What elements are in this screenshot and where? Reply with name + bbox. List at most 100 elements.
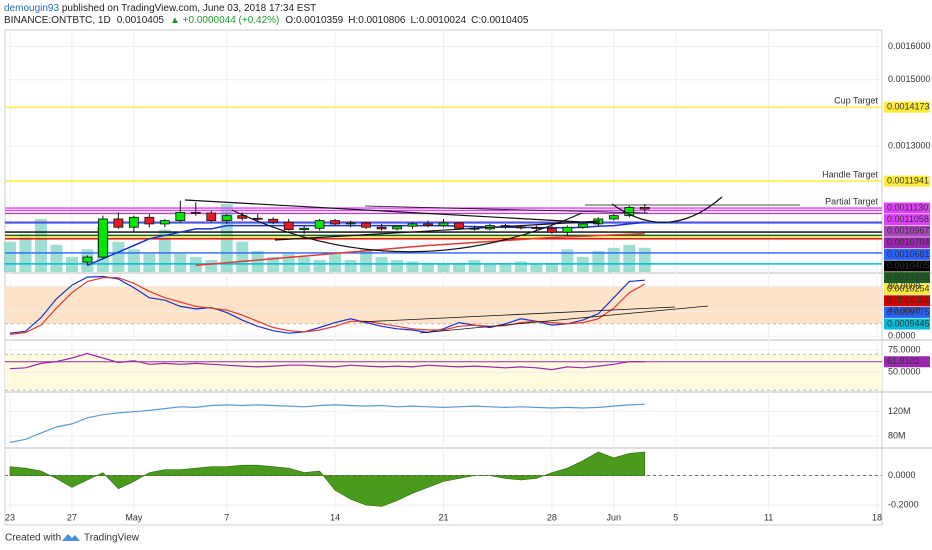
candle-body — [190, 211, 201, 214]
price-label-box — [884, 101, 930, 113]
stoch-trend-line — [419, 305, 709, 334]
candle-body — [206, 212, 217, 222]
candle-body — [546, 227, 557, 233]
footer-created: Created with — [5, 533, 61, 544]
x-tick-label: Jun — [607, 512, 622, 522]
x-tick-label: 7 — [224, 512, 229, 522]
volume-bar — [422, 262, 435, 272]
candle-body — [376, 226, 387, 230]
candle-body — [268, 218, 279, 223]
volume-bar — [236, 241, 249, 272]
x-tick-label: 11 — [764, 512, 773, 522]
price-label: 0.0014173 — [887, 102, 930, 112]
price-label: 0.0011130 — [887, 202, 928, 212]
candle-body — [330, 220, 341, 225]
price-label-box — [884, 272, 930, 284]
volume-bar — [561, 249, 574, 272]
user[interactable]: demougin93 — [4, 3, 59, 14]
candle-body — [144, 216, 155, 225]
y-tick-label: 120M — [888, 406, 911, 416]
candle-body — [113, 218, 124, 228]
price-label: 0.0011941 — [887, 176, 929, 186]
candle-body — [577, 223, 588, 228]
price-label: 0.0010967 — [887, 226, 930, 236]
ohlc-open: O:0.0010359 — [285, 15, 343, 26]
volume-bar — [344, 259, 357, 272]
volume-bar — [468, 259, 481, 272]
y-tick-label: 40.0000 — [888, 306, 921, 316]
level-name: Cup Target — [834, 96, 878, 106]
candle-body — [159, 220, 170, 225]
x-tick-label: 27 — [67, 512, 77, 522]
candle-body — [345, 222, 356, 225]
price-label-box — [884, 248, 930, 260]
candle-body — [454, 222, 464, 229]
symbol: BINANCE:ONTBTC, 1D — [4, 15, 111, 26]
y-tick-label: 50.0000 — [888, 367, 921, 377]
candle-body — [175, 211, 186, 222]
volume-bar — [205, 259, 218, 272]
volume-bar — [483, 264, 496, 272]
price-label-box — [884, 295, 930, 307]
x-tick-label: 18 — [872, 512, 882, 522]
header-line-2: BINANCE:ONTBTC, 1D 0.0010405 ▲ +0.0000044 … — [4, 15, 529, 26]
last-value-box — [884, 356, 930, 368]
logo — [62, 534, 80, 541]
candle-body — [639, 206, 650, 210]
price-label: 0.0009775 — [887, 307, 930, 317]
x-tick-label: 5 — [673, 512, 678, 522]
volume-bar — [50, 244, 63, 272]
candle-body — [361, 222, 371, 228]
volume-bar — [391, 259, 404, 272]
indicator-line — [9, 403, 645, 443]
candle-body — [252, 217, 263, 220]
volume-bar — [514, 261, 527, 272]
price-label: 0.0010405 — [887, 260, 930, 270]
price-label-box — [884, 202, 930, 214]
drawings — [184, 196, 800, 334]
price-label: 0.0010681 — [887, 249, 930, 259]
cup-curve — [231, 209, 583, 253]
volume-bar — [607, 247, 620, 272]
stoch-trend-line — [359, 306, 676, 323]
volume-bar — [360, 249, 373, 272]
last-price: 0.0010405 — [117, 15, 165, 26]
volume-bar — [499, 262, 512, 272]
candle-body — [392, 225, 402, 230]
volume-bar — [530, 264, 543, 272]
histogram-area — [9, 451, 646, 507]
price-label-box — [884, 214, 930, 226]
trend-line — [364, 205, 649, 214]
y-tick-label: 80M — [888, 431, 906, 441]
x-tick-label: 14 — [330, 512, 340, 522]
volume-bar — [112, 241, 125, 272]
change: ▲ +0.0000044 (+0.42%) — [170, 15, 279, 26]
candle-body — [531, 227, 542, 229]
published: published on TradingView.com, June 03, 2… — [59, 3, 316, 14]
level-name: Handle Target — [822, 170, 878, 180]
x-tick-label: 23 — [5, 512, 15, 522]
x-tick-label: May — [125, 512, 143, 522]
price-label-box — [884, 306, 930, 318]
x-tick-label: 28 — [547, 512, 557, 522]
price-label: 0.0010254 — [887, 284, 930, 294]
y-tick-label: 0.0016000 — [888, 41, 931, 51]
volume-bar — [313, 259, 326, 272]
volume-bar — [638, 247, 651, 272]
price-label-box — [884, 283, 930, 295]
volume-bar — [406, 261, 419, 272]
volume-bar — [452, 262, 465, 272]
candle-body — [314, 220, 325, 229]
candle-body — [221, 215, 232, 222]
moving-average — [195, 232, 645, 267]
footer-brand[interactable]: TradingView — [84, 533, 140, 544]
price-label: 0.0010202 — [887, 295, 930, 305]
volume-bar — [127, 249, 140, 272]
volume-bar — [158, 229, 171, 272]
candle-body — [299, 227, 310, 230]
x-tick-label: 21 — [438, 512, 448, 522]
price-label-box — [884, 175, 930, 187]
candle-body — [562, 226, 573, 233]
ohlc-close: C:0.0010405 — [471, 15, 529, 26]
